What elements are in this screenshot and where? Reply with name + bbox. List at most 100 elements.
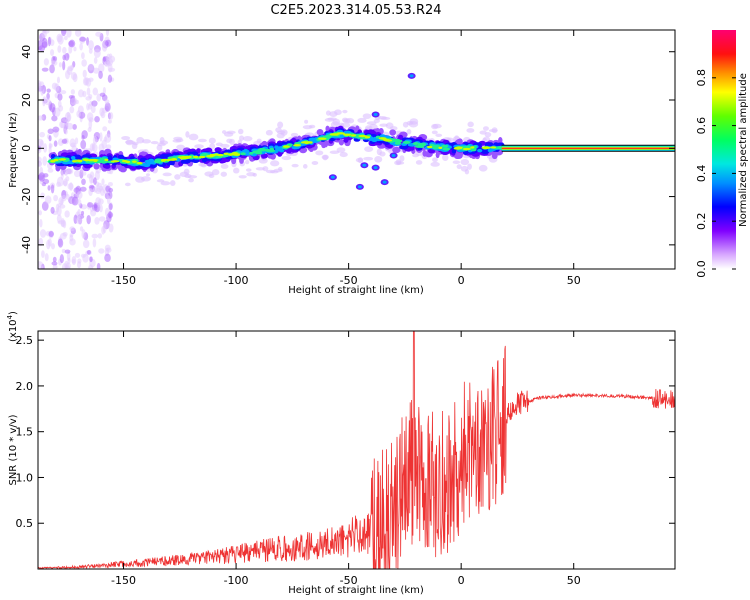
- noise-cell: [302, 164, 308, 169]
- noise-cell: [56, 214, 62, 223]
- noise-cell: [47, 36, 51, 47]
- noise-cell: [106, 195, 111, 205]
- noise-cell: [53, 194, 58, 202]
- noise-cell: [43, 58, 49, 66]
- spectral-cell: [456, 146, 462, 149]
- noise-cell: [46, 92, 50, 100]
- spectral-cell: [480, 149, 490, 154]
- y-tick-label: 1.5: [16, 426, 34, 439]
- spectrogram-y-ticks: -40 -20 0 20 40: [20, 45, 675, 254]
- noise-cell: [51, 60, 58, 66]
- spectral-cell: [90, 158, 99, 162]
- noise-cell: [262, 166, 269, 172]
- noise-cell: [88, 264, 94, 269]
- noise-cell: [104, 253, 111, 263]
- noise-cell: [467, 163, 472, 170]
- noise-cell: [65, 116, 69, 127]
- snr-y-axis-title: SNR (10 * v/v): [8, 414, 19, 485]
- spectral-cell: [107, 155, 113, 160]
- spectral-cell: [183, 155, 193, 159]
- noise-cell: [38, 264, 44, 269]
- spectral-cell: [171, 158, 177, 161]
- spectral-cell: [409, 74, 414, 78]
- noise-cell: [105, 30, 110, 37]
- noise-cell: [47, 185, 51, 191]
- noise-cell: [38, 156, 42, 164]
- noise-cell: [61, 138, 68, 144]
- noise-cell: [107, 211, 114, 218]
- noise-cell: [60, 90, 67, 95]
- noise-cell: [258, 157, 268, 164]
- noise-cell: [124, 182, 131, 187]
- chart-title: C2E5.2023.314.05.53.R24: [270, 3, 441, 18]
- spectral-cell: [285, 148, 292, 154]
- noise-cell: [87, 103, 92, 110]
- noise-cell: [125, 139, 134, 146]
- noise-cell: [432, 157, 438, 163]
- noise-cell: [183, 168, 190, 175]
- noise-cell: [69, 232, 74, 238]
- noise-cell: [245, 168, 252, 172]
- spectral-cell: [455, 152, 463, 159]
- noise-cell: [197, 138, 207, 143]
- noise-cell: [362, 113, 372, 120]
- noise-cell: [237, 128, 244, 135]
- colorbar-tick-label: 0.8: [695, 69, 708, 87]
- noise-cell: [68, 44, 73, 54]
- x-tick-label: -150: [111, 574, 136, 587]
- noise-cell: [479, 130, 487, 135]
- noise-cell: [54, 83, 60, 92]
- y-tick-label: -20: [20, 188, 33, 206]
- noise-cell: [74, 137, 79, 145]
- spectral-cell: [318, 137, 327, 140]
- noise-cell: [64, 53, 70, 61]
- noise-cell: [58, 62, 62, 68]
- noise-cell: [73, 170, 81, 178]
- spectral-cell: [308, 141, 313, 144]
- noise-cell: [52, 126, 60, 133]
- noise-cell: [53, 140, 58, 147]
- noise-cell: [49, 64, 55, 74]
- noise-cell: [99, 204, 103, 213]
- y-tick-label: -40: [20, 236, 33, 254]
- noise-cell: [311, 160, 319, 166]
- spectral-cell: [487, 148, 493, 153]
- spectral-cell: [336, 132, 346, 135]
- spectral-cell: [442, 147, 451, 151]
- noise-cell: [79, 36, 87, 42]
- spectrogram-x-ticks: -150 -100 -50 0 50: [111, 30, 581, 287]
- noise-cell: [109, 112, 114, 120]
- noise-cell: [65, 193, 70, 200]
- spectral-cell: [71, 155, 76, 160]
- noise-cell: [467, 121, 474, 128]
- noise-cell: [415, 160, 423, 165]
- noise-cell: [50, 49, 55, 57]
- x-tick-label: -50: [340, 274, 358, 287]
- snr-x-ticks: -150 -100 -50 0 50: [111, 331, 581, 587]
- noise-cell: [70, 89, 75, 95]
- noise-cell: [51, 261, 58, 266]
- noise-cell: [60, 170, 64, 180]
- noise-cell: [90, 209, 97, 217]
- noise-cell: [82, 171, 87, 176]
- noise-cell: [42, 156, 48, 166]
- noise-cell: [160, 181, 171, 186]
- noise-cell: [291, 163, 299, 168]
- spectral-cell: [58, 158, 66, 161]
- noise-cell: [409, 118, 419, 125]
- snr-series-line: [38, 331, 675, 569]
- noise-cell: [220, 163, 229, 169]
- noise-cell: [96, 262, 101, 269]
- noise-cell: [280, 129, 288, 136]
- noise-cell: [62, 220, 67, 229]
- noise-cell: [77, 198, 82, 207]
- spectral-cell: [470, 146, 475, 149]
- noise-cell: [265, 129, 273, 136]
- spectral-cell: [192, 158, 200, 164]
- noise-cell: [92, 87, 99, 96]
- snr-exponent-label: (x104): [6, 311, 19, 342]
- noise-cell: [107, 74, 113, 83]
- noise-cell: [40, 86, 44, 96]
- noise-cell: [95, 197, 102, 205]
- noise-cell: [242, 136, 253, 142]
